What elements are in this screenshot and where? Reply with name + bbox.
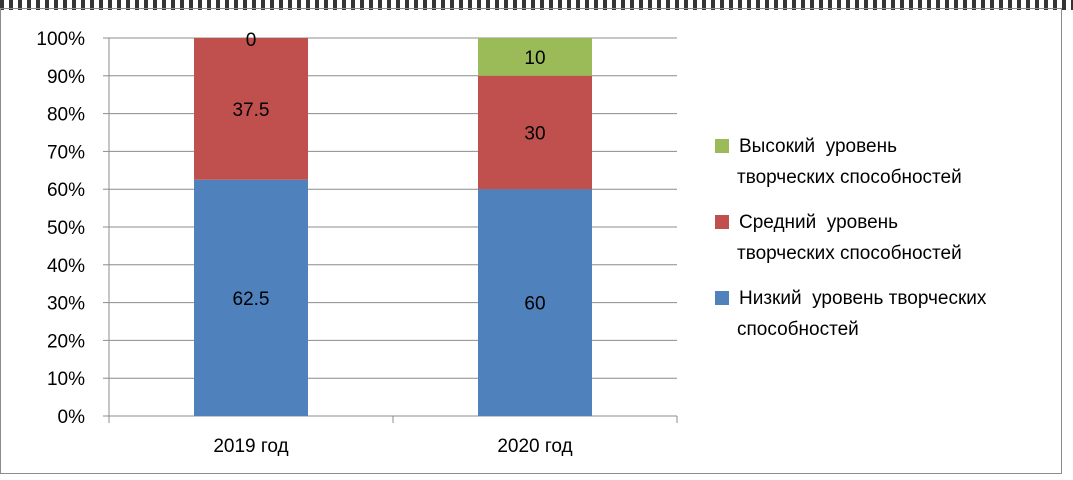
cropped-text-strip — [0, 0, 1073, 10]
x-tick-label: 2020 год — [497, 436, 572, 457]
bar-segment — [478, 189, 592, 416]
data-labels: 62.5 37.5 0 60 30 10 — [233, 30, 546, 315]
y-tick-label: 70% — [47, 142, 85, 163]
y-tick-label: 40% — [47, 256, 85, 277]
x-tick-label: 2019 год — [213, 436, 288, 457]
data-label: 60 — [524, 294, 545, 315]
legend-label: способностей — [737, 319, 859, 340]
y-tick-label: 10% — [47, 369, 85, 390]
y-tick-label: 0% — [58, 407, 86, 428]
y-tick-label: 50% — [47, 218, 85, 239]
bar-segment — [478, 75, 592, 190]
legend-label: Низкий уровень творческих — [739, 288, 987, 309]
y-tick-label: 80% — [47, 105, 85, 126]
data-label: 37.5 — [233, 100, 270, 121]
legend-label: творческих способностей — [737, 243, 962, 264]
legend-swatch — [715, 139, 729, 153]
legend-label: Средний уровень — [739, 212, 898, 233]
bar-segment — [478, 38, 592, 76]
legend-label: Высокий уровень — [739, 136, 897, 157]
legend-label: творческих способностей — [737, 167, 962, 188]
legend: Высокий уровень творческих способностей Ср… — [715, 136, 987, 340]
y-tick-label: 100% — [36, 29, 85, 50]
y-tick-label: 60% — [47, 180, 85, 201]
legend-swatch — [715, 215, 729, 229]
data-label: 62.5 — [233, 289, 270, 310]
y-tick-label: 30% — [47, 294, 85, 315]
data-label: 30 — [524, 124, 545, 145]
data-label: 10 — [524, 48, 545, 69]
chart-area: 0% 10% 20% 30% 40% 50% 60% 70% 80% 90% 100% 2019 го… — [0, 8, 1062, 474]
bar-segment — [194, 179, 308, 416]
bar-segment — [194, 38, 308, 180]
stacked-bar-chart: 0% 10% 20% 30% 40% 50% 60% 70% 80% 90% 100% 2019 го… — [36, 29, 987, 457]
legend-swatch — [715, 291, 729, 305]
y-tick-label: 90% — [47, 67, 85, 88]
y-tick-label: 20% — [47, 331, 85, 352]
cropped-text-fragment — [0, 0, 1073, 10]
data-label: 0 — [246, 30, 257, 51]
bars — [194, 38, 592, 416]
